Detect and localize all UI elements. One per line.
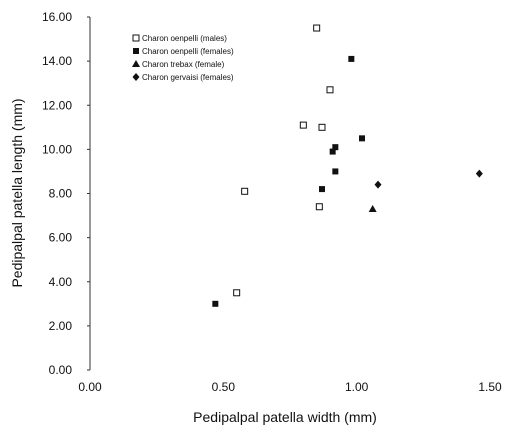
- y-tick-label: 8.00: [49, 187, 73, 201]
- data-point: [319, 186, 325, 193]
- data-points: [212, 24, 483, 307]
- legend-label: Charon gervaisi (females): [142, 73, 234, 82]
- data-point: [332, 168, 339, 175]
- legend-marker: [132, 34, 140, 42]
- y-tick-label: 4.00: [49, 275, 73, 289]
- y-tick-label: 12.00: [42, 98, 72, 112]
- x-tick-label: 0.00: [78, 380, 102, 394]
- data-point: [318, 123, 326, 131]
- y-tick-label: 2.00: [49, 319, 73, 333]
- data-point: [326, 86, 334, 94]
- data-point: [359, 135, 365, 142]
- legend-label: Charon oenpelli (males): [142, 34, 227, 43]
- legend-label: Charon oenpelli (females): [142, 47, 234, 56]
- data-point: [374, 180, 382, 189]
- y-tick-labels: 0.00 2.00 4.00 6.00 8.00 10.00 12.00 14.00 16.00: [42, 10, 72, 377]
- data-point: [348, 55, 355, 62]
- y-tick-label: 14.00: [42, 54, 72, 68]
- data-point: [315, 203, 323, 211]
- data-point: [475, 169, 483, 178]
- data-point: [368, 204, 377, 212]
- legend-marker: [132, 73, 140, 81]
- data-point: [329, 148, 336, 155]
- data-point: [212, 300, 219, 307]
- data-point: [241, 187, 249, 195]
- data-point: [299, 121, 307, 129]
- x-tick-label: 1.00: [345, 380, 369, 394]
- legend-label: Charon trebax (female): [142, 60, 225, 69]
- data-point: [332, 144, 339, 151]
- legend: Charon oenpelli (males) Charon oenpelli (…: [132, 34, 234, 82]
- x-tick-label: 1.50: [478, 380, 502, 394]
- y-tick-label: 10.00: [42, 142, 72, 156]
- x-axis-title: Pedipalpal patella width (mm): [193, 409, 377, 425]
- legend-marker: [132, 60, 140, 67]
- x-tick-label: 0.50: [212, 380, 236, 394]
- legend-marker: [133, 48, 139, 54]
- y-axis-title: Pedipalpal patella length (mm): [9, 98, 25, 287]
- y-tick-label: 16.00: [42, 10, 72, 24]
- y-axis-line: [87, 16, 91, 371]
- data-point: [233, 289, 241, 297]
- y-tick-label: 6.00: [49, 231, 73, 245]
- y-tick-label: 0.00: [49, 363, 73, 377]
- x-tick-labels: 0.00 0.50 1.00 1.50: [78, 380, 502, 394]
- data-point: [313, 24, 321, 32]
